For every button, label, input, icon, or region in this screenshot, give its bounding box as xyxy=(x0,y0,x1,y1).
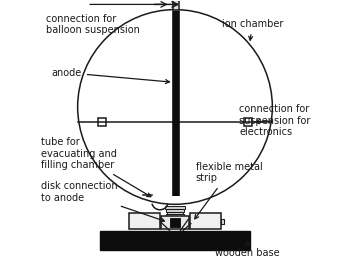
Text: connection for
balloon suspension: connection for balloon suspension xyxy=(46,14,140,35)
Bar xyxy=(221,219,224,224)
Bar xyxy=(165,206,185,209)
Bar xyxy=(129,213,160,229)
Bar xyxy=(170,218,180,227)
Bar xyxy=(161,216,189,229)
Bar xyxy=(167,212,183,214)
Text: connection for
suspension for
electronics: connection for suspension for electronic… xyxy=(239,104,311,137)
Text: ion chamber: ion chamber xyxy=(222,19,283,40)
Text: flexible metal
strip: flexible metal strip xyxy=(195,162,262,219)
Bar xyxy=(173,0,180,10)
Text: wooden base: wooden base xyxy=(215,242,279,258)
Bar xyxy=(190,213,221,229)
Bar xyxy=(100,231,250,250)
Bar xyxy=(244,118,252,126)
Bar xyxy=(166,214,184,217)
Bar xyxy=(166,209,184,212)
Text: tube for
evacuating and
filling chamber: tube for evacuating and filling chamber xyxy=(41,137,151,197)
Bar xyxy=(98,118,106,126)
Text: anode: anode xyxy=(51,68,169,83)
Bar xyxy=(167,217,183,220)
Text: disk connection
to anode: disk connection to anode xyxy=(41,181,164,222)
